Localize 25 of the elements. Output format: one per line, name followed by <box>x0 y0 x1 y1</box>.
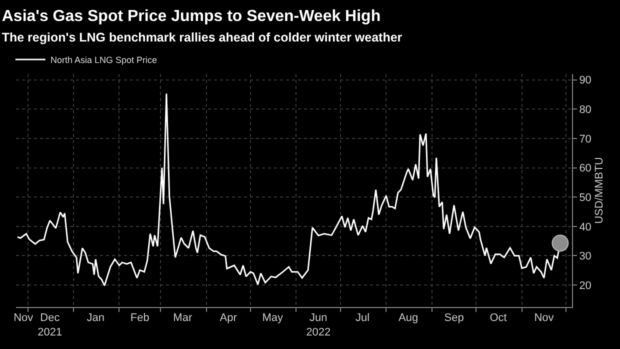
x-tick-label: Mar <box>173 312 192 324</box>
y-axis-title: USD/MMBTU <box>594 157 606 224</box>
x-tick-label: Nov <box>14 312 34 324</box>
x-tick-label: Dec 2021 <box>38 312 62 338</box>
x-tick-label: Sep <box>444 312 464 324</box>
x-tick-label: May <box>262 312 284 324</box>
x-tick-label: Jun 2022 <box>306 312 331 338</box>
y-tick-label: 60 <box>579 162 592 175</box>
x-tick-label: Oct <box>490 312 507 324</box>
y-tick-label: 40 <box>579 221 592 234</box>
x-tick-label: Jul <box>356 312 370 324</box>
y-tick-label: 80 <box>579 104 592 116</box>
y-tick-label: 50 <box>579 192 592 204</box>
x-tick-label: Aug <box>398 312 418 324</box>
y-tick-label: 20 <box>579 280 592 292</box>
chart-title: Asia's Gas Spot Price Jumps to Seven-Week High <box>2 8 381 25</box>
x-tick-label: Jan <box>86 312 105 324</box>
x-tick-label: Feb <box>130 312 150 324</box>
y-tick-label: 90 <box>579 74 592 87</box>
y-tick-label: 30 <box>579 250 592 263</box>
x-tick-label: Apr <box>220 312 238 324</box>
y-tick-label: 70 <box>579 133 592 146</box>
chart-subtitle: The region's LNG benchmark rallies ahead of colder winter weather <box>2 30 402 45</box>
x-tick-label: Nov <box>534 312 554 324</box>
legend-label: North Asia LNG Spot Price <box>50 55 157 66</box>
